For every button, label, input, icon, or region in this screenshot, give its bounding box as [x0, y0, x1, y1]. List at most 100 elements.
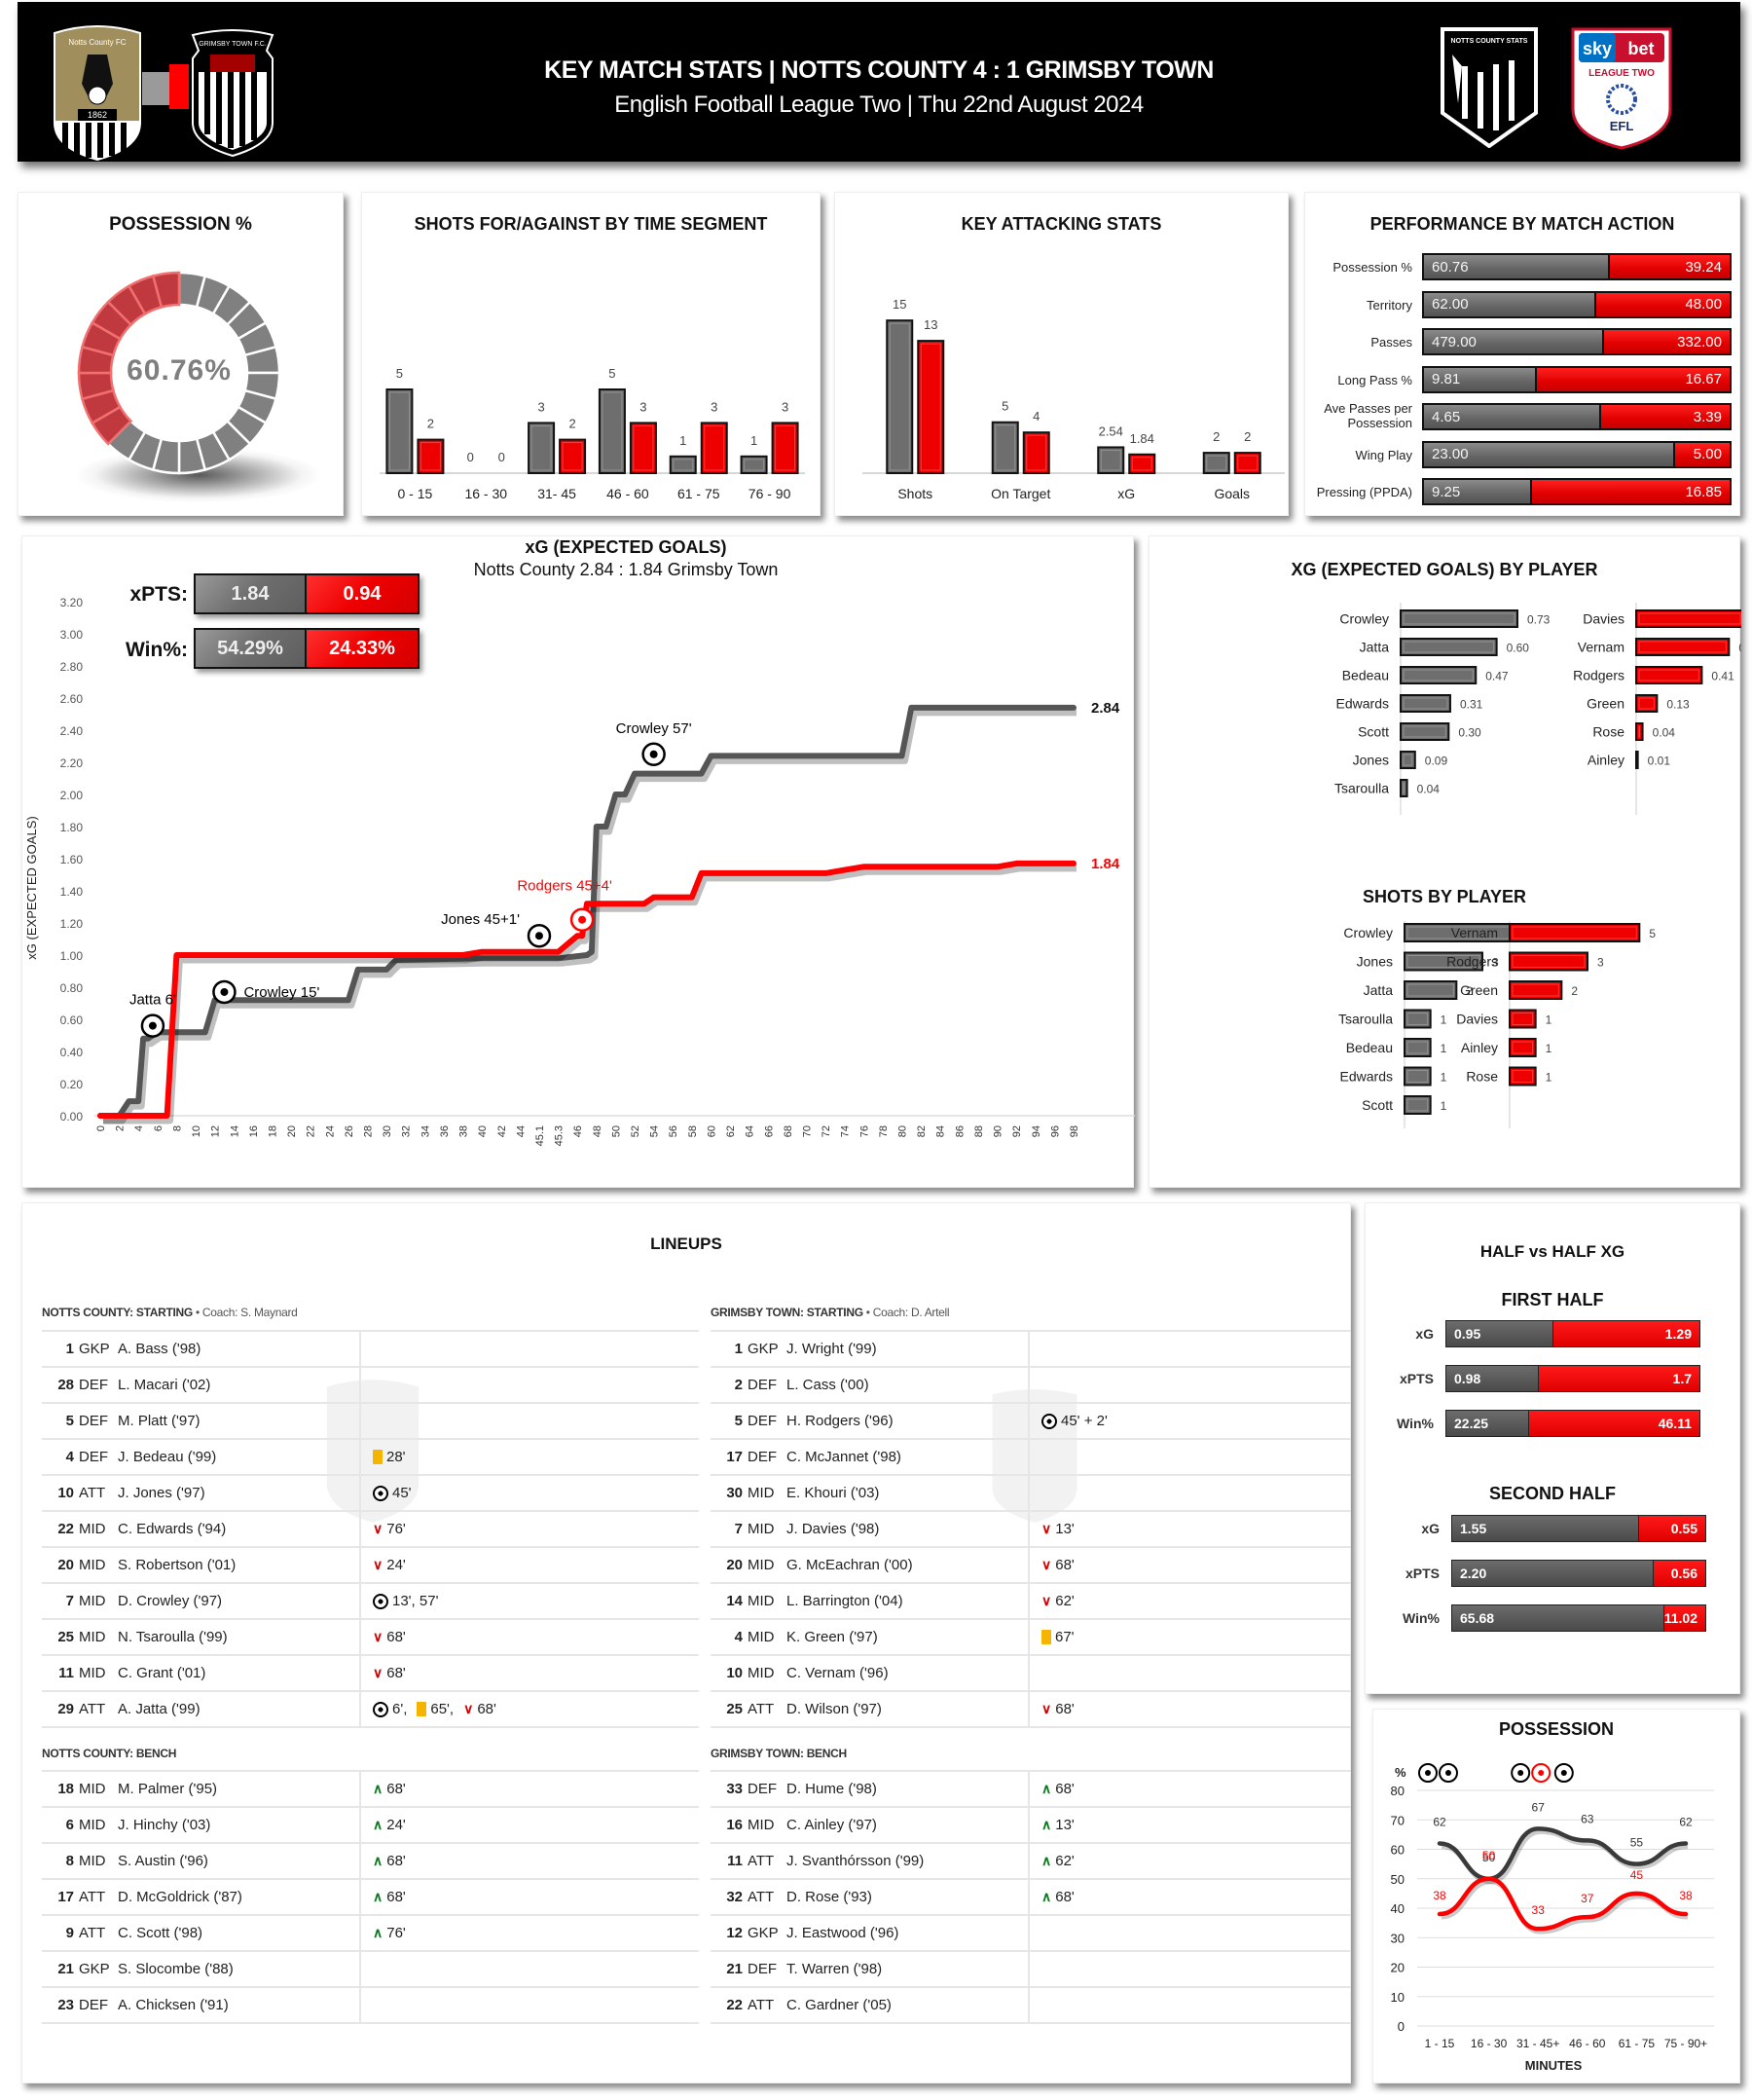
home-player-value: 0.04 [1417, 783, 1441, 796]
home-bar-label: 1 [679, 433, 686, 448]
half-home-value: 65.68 [1452, 1605, 1664, 1631]
home-player-value: 2 [1466, 984, 1473, 998]
performance-split-bar: 62.00 48.00 [1422, 290, 1732, 318]
home-bar-bevel [889, 322, 910, 471]
player-position: ATT [748, 1889, 775, 1905]
lineup-row: 30 MID E. Khouri ('03) [711, 1476, 1351, 1512]
x-tick-label: 75 - 90+ [1664, 2037, 1707, 2050]
away-player-bar-bevel [1512, 1041, 1534, 1054]
player-events: 6', 65', ∨ 68' [359, 1692, 502, 1726]
y-tick-label: 60 [1391, 1843, 1405, 1858]
x-tick-label: 45.1 [534, 1125, 546, 1146]
y-tick-label: 0.40 [60, 1046, 84, 1059]
away-player-label: Davies [1456, 1012, 1498, 1027]
y-tick-label: 1.20 [60, 917, 84, 931]
event-minute: 68' [386, 1889, 406, 1905]
x-tick-label: 42 [496, 1125, 508, 1137]
x-tick-label: 76 - 90 [748, 486, 791, 501]
player-number: 29 [57, 1701, 74, 1717]
xpts-away: 0.94 [307, 575, 418, 612]
player-number: 11 [58, 1665, 74, 1681]
xg-timeline-title: xG (EXPECTED GOALS) [525, 537, 727, 557]
performance-home-value: 9.25 [1424, 480, 1533, 503]
first-half-rows: xG 0.95 1.29 xPTS 0.98 1.7 Win% 22.25 46.11 [1366, 1320, 1741, 1456]
player-number: 25 [726, 1701, 743, 1717]
player-name: J. Wright ('99) [786, 1341, 877, 1357]
player-name: J. Davies ('98) [786, 1521, 880, 1537]
home-bar [669, 455, 697, 475]
goal-annotation-label: Rodgers 45+4' [517, 878, 612, 895]
y-tick-label: 2.60 [60, 692, 84, 706]
event-minute: 68' [1055, 1701, 1075, 1717]
x-tick-label: 68 [783, 1125, 794, 1137]
shots-player-title: SHOTS BY PLAYER [1362, 887, 1527, 906]
performance-row-label: Long Pass % [1337, 372, 1412, 387]
player-name: H. Rodgers ('96) [786, 1413, 894, 1429]
performance-title: PERFORMANCE BY MATCH ACTION [1369, 214, 1675, 234]
lineup-row: 2 DEF L. Cass ('00) [711, 1368, 1351, 1404]
player-position: MID [79, 1557, 106, 1573]
x-tick-label: 80 [897, 1125, 909, 1137]
y-tick-label: 20 [1391, 1961, 1405, 1975]
home-bar [1202, 452, 1230, 475]
player-position: DEF [748, 1377, 777, 1393]
y-tick-label: 1.80 [60, 821, 84, 834]
away-possession-label: 38 [1679, 1889, 1693, 1902]
player-position: MID [748, 1485, 775, 1501]
away-bar-label: 1.84 [1130, 431, 1154, 446]
shots-by-time-card: SHOTS FOR/AGAINST BY TIME SEGMENT 5 2 0 - … [361, 192, 821, 516]
away-xg-end-label: 1.84 [1091, 856, 1120, 872]
away-player-bar [1635, 666, 1703, 684]
player-events: ∨ 68' [1028, 1548, 1080, 1582]
home-player-label: Scott [1362, 1097, 1393, 1113]
event-minute: 62' [1055, 1853, 1075, 1869]
goal-icon [373, 1701, 388, 1717]
player-events: 13', 57' [359, 1584, 444, 1618]
away-possession-line [1437, 1876, 1689, 1932]
player-position: DEF [748, 1413, 777, 1429]
x-tick-label: 58 [687, 1125, 699, 1137]
goal-annotation-label: Jatta 6' [129, 992, 176, 1009]
home-player-value: 0.30 [1458, 726, 1481, 740]
player-name: L. Cass ('00) [786, 1377, 869, 1393]
home-bar [1097, 446, 1125, 474]
player-position: MID [79, 1853, 106, 1869]
x-tick-label: 4 [133, 1125, 145, 1131]
player-number: 1 [65, 1341, 74, 1357]
half-home-value: 2.20 [1452, 1561, 1655, 1586]
y-tick-label: 50 [1391, 1872, 1405, 1887]
possession-center-value: 60.76% [127, 354, 232, 387]
player-number: 20 [726, 1557, 743, 1573]
away-player-bar [1509, 1009, 1537, 1029]
y-tick-label: 0.00 [60, 1110, 84, 1124]
event-minute: 24' [386, 1817, 406, 1833]
half-split-bar: 0.98 1.7 [1445, 1365, 1700, 1392]
home-player-value: 0.73 [1527, 613, 1551, 627]
lineup-row: 17 ATT D. McGoldrick ('87) ∧ 68' [42, 1880, 699, 1916]
player-position: GKP [79, 1341, 110, 1357]
performance-row-label: Wing Play [1355, 447, 1412, 462]
sub-on-icon: ∧ [373, 1889, 383, 1904]
x-tick-label: 30 [382, 1125, 393, 1137]
x-tick-label: 32 [401, 1125, 413, 1137]
player-events: ∧ 76' [359, 1916, 412, 1950]
sub-off-icon: ∨ [373, 1521, 383, 1536]
sub-off-icon: ∨ [373, 1557, 383, 1572]
player-name: C. Edwards ('94) [118, 1521, 227, 1537]
lineup-row: 5 DEF H. Rodgers ('96) 45' + 2' [711, 1404, 1351, 1440]
x-tick-label: 31 - 45+ [1516, 2037, 1559, 2050]
y-tick-label: 40 [1391, 1901, 1405, 1916]
y-tick-label: 3.00 [60, 628, 84, 642]
player-events: ∨ 76' [359, 1512, 412, 1546]
lineup-row: 12 GKP J. Eastwood ('96) [711, 1916, 1351, 1952]
half-home-value: 22.25 [1446, 1411, 1529, 1436]
away-bar-bevel [704, 424, 725, 471]
player-stats-card: XG (EXPECTED GOALS) BY PLAYER Crowley 0.7… [1149, 535, 1741, 1188]
goal-icon [1041, 1413, 1057, 1429]
performance-away-value: 48.00 [1595, 292, 1730, 316]
x-tick-label: 10 [191, 1125, 202, 1137]
performance-split-bar: 9.25 16.85 [1422, 478, 1732, 505]
away-bar-bevel [633, 424, 654, 471]
win-away: 24.33% [307, 630, 418, 667]
away-bar [917, 340, 945, 474]
